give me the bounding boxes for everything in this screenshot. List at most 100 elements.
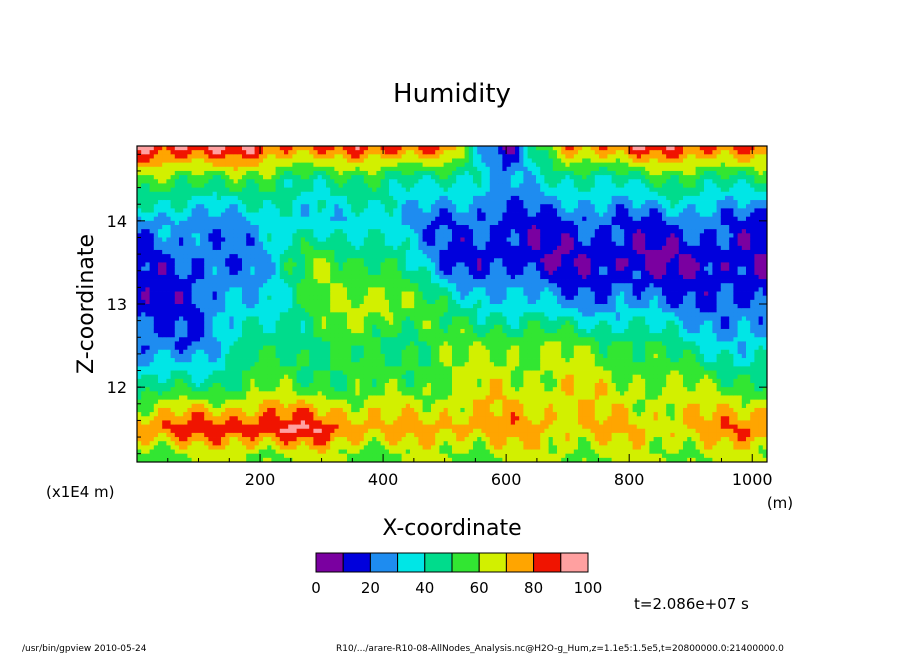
heatmap-cell [200, 424, 205, 430]
heatmap-cell [363, 274, 369, 280]
heatmap-cell [216, 175, 222, 180]
heatmap-cell [141, 403, 146, 409]
heatmap-cell [246, 308, 251, 313]
heatmap-cell [216, 349, 222, 355]
heatmap-cell [250, 441, 255, 446]
heatmap-cell [296, 304, 302, 309]
heatmap-cell [170, 258, 176, 263]
heatmap-cell [204, 441, 209, 446]
heatmap-cell [389, 287, 394, 292]
heatmap-cell [376, 179, 381, 184]
heatmap-cell [258, 195, 264, 201]
heatmap-cell [158, 441, 163, 446]
heatmap-cell [137, 233, 142, 238]
heatmap-cell [216, 345, 222, 351]
heatmap-cell [284, 349, 289, 355]
heatmap-cell [237, 349, 243, 355]
heatmap-cell [397, 320, 402, 326]
heatmap-cell [191, 445, 197, 450]
heatmap-cell [141, 233, 146, 238]
heatmap-cell [158, 270, 163, 276]
heatmap-cell [330, 200, 335, 205]
heatmap-cell [338, 445, 344, 450]
heatmap-cell [195, 324, 201, 330]
heatmap-cell [300, 308, 306, 313]
heatmap-cell [376, 216, 381, 222]
heatmap-cell [372, 320, 377, 326]
heatmap-cell [250, 283, 255, 288]
heatmap-cell [237, 387, 243, 392]
heatmap-cell [284, 437, 289, 442]
heatmap-cell [376, 449, 381, 455]
heatmap-cell [191, 362, 197, 367]
heatmap-cell [208, 279, 213, 284]
heatmap-cell [284, 270, 289, 276]
heatmap-cell [216, 183, 222, 188]
heatmap-cell [359, 166, 365, 172]
heatmap-cell [254, 374, 260, 380]
heatmap-cell [145, 345, 150, 351]
heatmap-cell [216, 370, 222, 376]
heatmap-cell [237, 233, 243, 238]
heatmap-cell [401, 333, 407, 338]
heatmap-cell [170, 374, 176, 380]
heatmap-cell [267, 274, 272, 280]
heatmap-cell [225, 420, 230, 425]
heatmap-cell [376, 457, 381, 462]
heatmap-cell [284, 274, 289, 280]
heatmap-cell [166, 316, 171, 322]
heatmap-cell [225, 170, 230, 176]
heatmap-cell [242, 457, 247, 462]
heatmap-cell [401, 166, 407, 172]
heatmap-cell [389, 445, 394, 450]
heatmap-cell [183, 225, 188, 230]
heatmap-cell [166, 274, 171, 280]
heatmap-cell [204, 170, 209, 176]
heatmap-cell [242, 399, 247, 405]
heatmap-cell [141, 191, 146, 197]
heatmap-cell [309, 166, 314, 172]
heatmap-cell [263, 154, 268, 159]
heatmap-cell [250, 274, 255, 280]
heatmap-cell [174, 237, 180, 243]
heatmap-cell [338, 191, 344, 197]
heatmap-cell [237, 162, 243, 168]
heatmap-cell [263, 391, 268, 396]
heatmap-cell [137, 195, 142, 201]
heatmap-cell [254, 391, 260, 396]
heatmap-cell [300, 362, 306, 367]
heatmap-cell [393, 162, 398, 168]
heatmap-cell [313, 387, 318, 392]
heatmap-cell [212, 308, 218, 313]
heatmap-cell [204, 449, 209, 455]
heatmap-cell [296, 437, 302, 442]
heatmap-cell [372, 399, 377, 405]
heatmap-cell [380, 378, 386, 384]
heatmap-cell [275, 154, 281, 159]
heatmap-cell [410, 320, 415, 326]
heatmap-cell [145, 374, 150, 380]
heatmap-cell [359, 308, 365, 313]
heatmap-cell [292, 316, 297, 322]
heatmap-cell [288, 378, 293, 384]
heatmap-cell [351, 378, 356, 384]
heatmap-cell [384, 229, 390, 234]
heatmap-cell [393, 412, 398, 417]
heatmap-cell [368, 212, 373, 218]
heatmap-cell [275, 320, 281, 326]
heatmap-cell [229, 258, 234, 263]
heatmap-cell [204, 299, 209, 305]
heatmap-cell [368, 170, 373, 176]
heatmap-cell [376, 208, 381, 213]
heatmap-cell [359, 420, 365, 425]
heatmap-cell [334, 266, 339, 272]
heatmap-cell [376, 333, 381, 338]
heatmap-cell [296, 391, 302, 396]
heatmap-cell [347, 420, 352, 425]
heatmap-cell [401, 304, 407, 309]
heatmap-cell [263, 370, 268, 376]
heatmap-cell [242, 262, 247, 267]
heatmap-cell [397, 391, 402, 396]
heatmap-cell [200, 328, 205, 334]
heatmap-cell [166, 179, 171, 184]
